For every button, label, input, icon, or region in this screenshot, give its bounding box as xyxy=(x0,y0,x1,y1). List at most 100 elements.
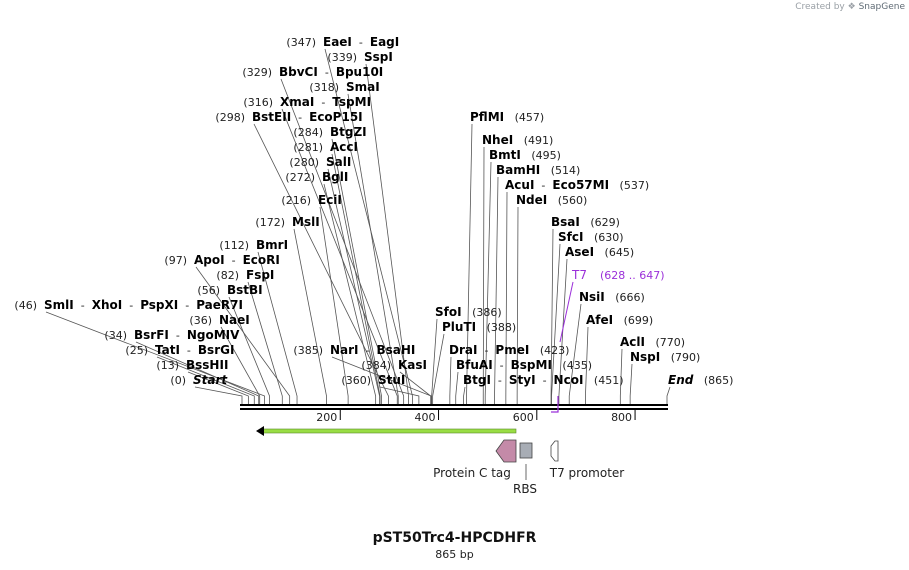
cut-site-line xyxy=(550,228,554,404)
enzyme-label: DraI - PmeI (423) xyxy=(449,343,569,357)
protein-c-tag-shape xyxy=(495,439,517,463)
cut-site-line xyxy=(281,108,398,404)
enzyme-label: PflMI (457) xyxy=(470,110,544,124)
backbone xyxy=(240,404,668,410)
ruler-ticks: 200 400 600 800 xyxy=(316,410,636,424)
backbone-strand-bottom xyxy=(240,408,668,410)
enzyme-label: AseI (645) xyxy=(565,245,634,259)
snapgene-credit: Created by ❖ SnapGene xyxy=(795,2,905,12)
enzyme-label: (280) SalI xyxy=(289,155,351,169)
cut-site-line xyxy=(494,176,499,404)
enzyme-label: BamHI (514) xyxy=(496,163,580,177)
backbone-strand-top xyxy=(240,404,668,406)
enzyme-label: NheI (491) xyxy=(482,133,553,147)
orf-arrow-head xyxy=(256,426,264,436)
cut-site-line xyxy=(331,153,381,404)
ruler-tick-label: 200 xyxy=(316,411,337,424)
cut-site-line xyxy=(399,371,432,404)
cut-site-line xyxy=(379,386,420,404)
enzyme-label: (284) BtgZI xyxy=(293,125,366,139)
cut-site-line xyxy=(45,311,266,404)
enzyme-label: BsaI (629) xyxy=(551,215,620,229)
cut-site-line xyxy=(187,371,249,404)
snapgene-logo-icon: ❖ xyxy=(847,2,856,12)
cut-site-line xyxy=(257,251,298,404)
cut-site-line xyxy=(293,228,327,404)
cut-site-line xyxy=(194,386,243,404)
ruler-tick-label: 400 xyxy=(415,411,436,424)
cut-site-line xyxy=(505,191,508,404)
enzyme-label: End (865) xyxy=(668,373,733,387)
enzyme-label: (0) Start xyxy=(170,373,228,387)
orf-arrow-body xyxy=(261,428,517,434)
enzyme-label: BfuAI - BspMI (435) xyxy=(456,358,592,372)
cut-site-line xyxy=(327,168,380,404)
cut-site-line xyxy=(280,78,405,404)
cut-site-line xyxy=(253,123,389,404)
enzyme-label: (316) XmaI - TspMI xyxy=(243,95,371,109)
feature-rbs xyxy=(519,442,533,480)
cut-site-line xyxy=(365,63,409,404)
t7-primer-name: T7 xyxy=(571,268,587,282)
cut-site-lines xyxy=(45,48,671,404)
feature-protein-c-tag xyxy=(495,439,517,463)
enzyme-label: BtgI - StyI - NcoI (451) xyxy=(463,373,624,387)
cut-site-line xyxy=(466,123,473,404)
cut-site-line xyxy=(319,206,349,404)
enzyme-label: (172) MslI xyxy=(255,215,319,229)
cut-site-line xyxy=(455,371,459,404)
enzyme-label: SfoI (386) xyxy=(435,305,502,319)
enzyme-label: (360) StuI xyxy=(341,373,405,387)
enzyme-label: (339) SspI xyxy=(327,50,392,64)
cut-site-line xyxy=(135,341,260,404)
enzyme-label: (298) BstEII - EcoP15I xyxy=(215,110,362,124)
feature-label-t7-promoter: T7 promoter xyxy=(549,466,625,480)
cut-site-line xyxy=(551,243,561,404)
enzyme-label: BmtI (495) xyxy=(489,148,561,162)
cut-site-line xyxy=(585,326,589,404)
map-length: 865 bp xyxy=(435,548,474,561)
enzyme-label: (36) NaeI xyxy=(189,313,249,327)
cut-site-line xyxy=(432,333,445,404)
enzyme-label: SfcI (630) xyxy=(558,230,624,244)
enzyme-label: (347) EaeI - EagI xyxy=(286,35,399,49)
cut-site-line xyxy=(331,356,432,404)
cut-site-line xyxy=(220,326,261,404)
cut-site-line xyxy=(666,386,671,404)
enzyme-label: PluTI (388) xyxy=(442,320,516,334)
enzyme-label: (272) BglI xyxy=(285,170,348,184)
enzyme-label: (46) SmlI - XhoI - PspXI - PaeR7I xyxy=(14,298,243,312)
cut-site-line xyxy=(324,48,413,404)
enzyme-label: (385) NarI - BsaHI xyxy=(293,343,415,357)
cut-site-line xyxy=(484,161,492,404)
enzyme-label: (281) AccI xyxy=(293,140,358,154)
cut-site-line xyxy=(347,93,399,404)
enzyme-label: (56) BstBI xyxy=(197,283,262,297)
credit-brand: SnapGene xyxy=(858,2,905,12)
enzyme-label: NsiI (666) xyxy=(579,290,645,304)
feature-label-protein-c-tag: Protein C tag xyxy=(433,466,511,480)
credit-prefix: Created by xyxy=(795,2,845,12)
cut-site-line xyxy=(431,318,438,404)
orf-arrow xyxy=(256,426,517,436)
feature-t7-promoter xyxy=(550,440,559,462)
cut-site-line xyxy=(331,138,382,404)
t7-primer-range: (628 .. 647) xyxy=(600,269,665,282)
enzyme-label: (13) BssHII xyxy=(156,358,228,372)
enzyme-label: AclI (770) xyxy=(620,335,685,349)
cut-site-line xyxy=(629,363,633,404)
enzyme-label: (384) KasI xyxy=(361,358,427,372)
enzyme-label: (34) BsrFI - NgoMIV xyxy=(104,328,240,342)
cut-site-line xyxy=(482,146,485,404)
enzyme-label: (97) ApoI - EcoRI xyxy=(164,253,279,267)
enzyme-label: AfeI (699) xyxy=(586,313,653,327)
enzyme-labels: (347) EaeI - EagI(339) SspI(329) BbvCI -… xyxy=(14,35,733,387)
cut-site-line xyxy=(247,281,283,404)
enzyme-label: (216) EciI xyxy=(281,193,341,207)
ruler-tick-label: 600 xyxy=(513,411,534,424)
cut-site-line xyxy=(463,386,466,404)
ruler-tick-label: 800 xyxy=(611,411,632,424)
rbs-shape xyxy=(519,442,533,459)
cut-site-line xyxy=(516,206,519,404)
enzyme-label: NdeI (560) xyxy=(516,193,587,207)
